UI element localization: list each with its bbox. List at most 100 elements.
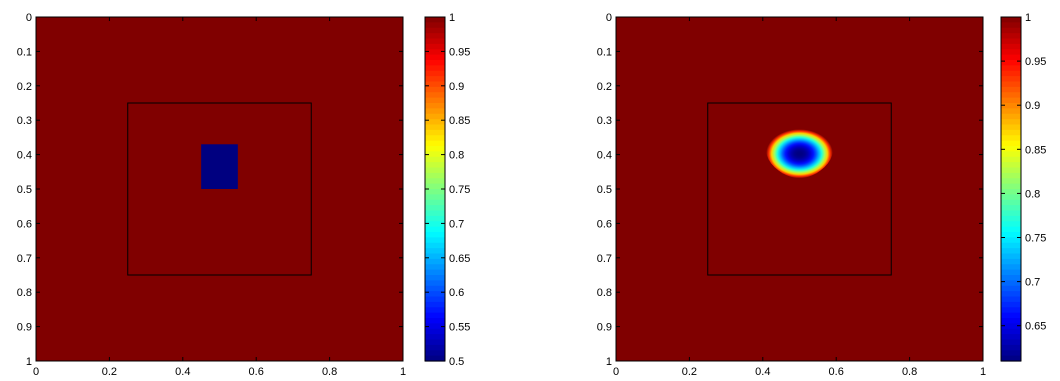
- colorbar-band: [1001, 318, 1021, 324]
- x-tick-label: 0.2: [682, 366, 697, 378]
- colorbar-band: [425, 232, 445, 238]
- y-tick-label: 0.7: [597, 253, 612, 265]
- colorbar-tick-label: 0.85: [449, 115, 470, 127]
- colorbar-band: [1001, 38, 1021, 45]
- colorbar-tick-label: 0.85: [1025, 144, 1046, 156]
- colorbar-band: [425, 140, 445, 147]
- colorbar-band: [1001, 108, 1021, 115]
- colorbar-band: [1001, 119, 1021, 126]
- colorbar-band: [1001, 350, 1021, 357]
- colorbar-band: [1001, 22, 1021, 29]
- colorbar-band: [1001, 258, 1021, 265]
- colorbar-band: [1001, 54, 1021, 61]
- y-tick-label: 0.6: [17, 218, 32, 230]
- colorbar-band: [1001, 226, 1021, 233]
- colorbar-band: [425, 205, 445, 212]
- y-tick-label: 0: [26, 12, 32, 24]
- x-tick-label: 0.6: [249, 366, 264, 378]
- colorbar-band: [1001, 43, 1021, 50]
- colorbar-tick-label: 0.75: [1025, 233, 1046, 245]
- heatmap-features: [201, 144, 238, 189]
- colorbar-tick-label: 0.75: [449, 184, 470, 196]
- colorbar-band: [1001, 275, 1021, 281]
- y-tick-label: 1: [26, 356, 32, 368]
- colorbar-band: [425, 113, 445, 120]
- y-tick-label: 0.5: [597, 184, 612, 196]
- colorbar-band: [425, 215, 445, 222]
- colorbar-band: [425, 103, 445, 109]
- colorbar-band: [425, 60, 445, 66]
- colorbar-band: [1001, 242, 1021, 249]
- inner-box: [127, 102, 312, 276]
- colorbar-band: [1001, 129, 1021, 136]
- colorbar-band: [425, 237, 445, 244]
- heatmap-background: [616, 17, 983, 361]
- colorbar-frame: [1000, 16, 1022, 362]
- colorbar-band: [425, 248, 445, 255]
- colorbar-band: [1001, 156, 1021, 163]
- colorbar-band: [425, 162, 445, 169]
- x-tick-label: 0.4: [755, 366, 770, 378]
- colorbar-band: [1001, 124, 1021, 131]
- y-tick-label: 1: [606, 356, 612, 368]
- colorbar-band: [425, 97, 445, 104]
- y-tick-label: 0.2: [17, 81, 32, 93]
- colorbar-band: [425, 119, 445, 126]
- colorbar-band: [1001, 81, 1021, 88]
- colorbar-band: [425, 86, 445, 93]
- colorbar-tick-label: 0.7: [1025, 277, 1040, 289]
- y-tick-label: 0.4: [17, 150, 32, 162]
- heatmap-feature-1: [766, 129, 833, 179]
- colorbar-tick-label: 0.95: [449, 46, 470, 58]
- colorbar: 0.65 0.7 0.75 0.8 0.85 0.9 0.95 1: [1000, 12, 1046, 362]
- colorbar-band: [1001, 135, 1021, 142]
- colorbar-band: [425, 264, 445, 271]
- colorbar-band: [425, 296, 445, 303]
- colorbar-band: [425, 334, 445, 341]
- colorbar-band: [1001, 285, 1021, 292]
- colorbar-band: [425, 199, 445, 206]
- colorbar-band: [1001, 172, 1021, 179]
- colorbar-band: [425, 339, 445, 346]
- colorbar-band: [425, 253, 445, 260]
- y-tick-label: 0.8: [17, 287, 32, 299]
- colorbar-band: [425, 189, 445, 195]
- colorbar-band: [425, 92, 445, 99]
- colorbar-band: [425, 258, 445, 265]
- y-tick-label: 0.1: [597, 46, 612, 58]
- colorbar-band: [1001, 92, 1021, 99]
- heatmap-features: [766, 129, 833, 179]
- y-tick-label: 0.6: [597, 218, 612, 230]
- colorbar-tick-label: 0.8: [1025, 188, 1040, 200]
- colorbar-tick-label: 0.55: [449, 322, 470, 334]
- colorbar-band: [1001, 86, 1021, 93]
- colorbar-band: [1001, 146, 1021, 152]
- colorbar-band: [1001, 269, 1021, 276]
- colorbar-band: [1001, 199, 1021, 206]
- colorbar-band: [425, 27, 445, 34]
- colorbar-tick-label: 0.8: [449, 150, 464, 162]
- colorbar-band: [425, 22, 445, 29]
- colorbar-band: [425, 65, 445, 72]
- colorbar-band: [425, 269, 445, 276]
- heatmap-panel-1: 0 0.2 0.4 0.6 0.8 100.10.20.30.40.50.60.70.80…: [17, 12, 471, 378]
- x-tick-label: 0.2: [102, 366, 117, 378]
- colorbar-band: [425, 146, 445, 152]
- x-tick-label: 1: [400, 366, 406, 378]
- colorbar-band: [1001, 264, 1021, 271]
- colorbar-band: [1001, 215, 1021, 222]
- colorbar-band: [1001, 307, 1021, 314]
- colorbar-band: [1001, 60, 1021, 66]
- colorbar-band: [425, 280, 445, 287]
- y-tick-label: 0.3: [17, 115, 32, 127]
- x-tick-label: 0: [613, 366, 619, 378]
- colorbar-tick-label: 0.5: [449, 356, 464, 368]
- colorbar-band: [425, 43, 445, 50]
- colorbar-tick-label: 0.9: [1025, 100, 1040, 112]
- colorbar-band: [425, 167, 445, 174]
- colorbar-band: [1001, 355, 1021, 362]
- colorbar-tick-label: 0.65: [1025, 321, 1046, 333]
- colorbar-band: [1001, 301, 1021, 308]
- colorbar-band: [425, 129, 445, 136]
- colorbar-band: [1001, 339, 1021, 346]
